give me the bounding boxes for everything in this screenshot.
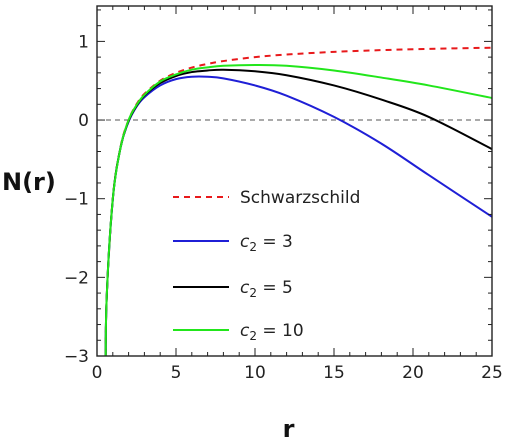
y-axis-title: N(r) (2, 168, 56, 196)
series-layer (104, 46, 492, 356)
y-tick-label: −2 (64, 268, 89, 288)
legend: Schwarzschild c2 = 3 c2 = 5 c2 = 10 (173, 188, 360, 343)
y-tick-label: −3 (64, 347, 89, 367)
tick-marks (96, 6, 493, 357)
plot-frame (96, 5, 493, 357)
legend-label: c2 = 3 (240, 232, 293, 254)
x-tick-label: 5 (171, 363, 182, 383)
x-tick-label: 10 (244, 363, 266, 383)
x-tick-label: 20 (402, 363, 424, 383)
plot-border (96, 5, 493, 357)
x-tick-label: 15 (323, 363, 345, 383)
tick-labels: 0 5 10 15 20 25 −3 −2 −1 0 1 (64, 32, 503, 383)
x-tick-label: 25 (481, 363, 503, 383)
x-tick-label: 0 (92, 363, 103, 383)
legend-label: Schwarzschild (240, 188, 360, 208)
legend-label: c2 = 5 (240, 278, 293, 300)
y-tick-label: 1 (78, 32, 89, 52)
x-axis-title: r (283, 415, 295, 443)
y-tick-label: 0 (78, 111, 89, 131)
series-line-c2-10 (104, 63, 492, 356)
y-tick-label: −1 (64, 190, 89, 210)
legend-label: c2 = 10 (240, 321, 304, 343)
